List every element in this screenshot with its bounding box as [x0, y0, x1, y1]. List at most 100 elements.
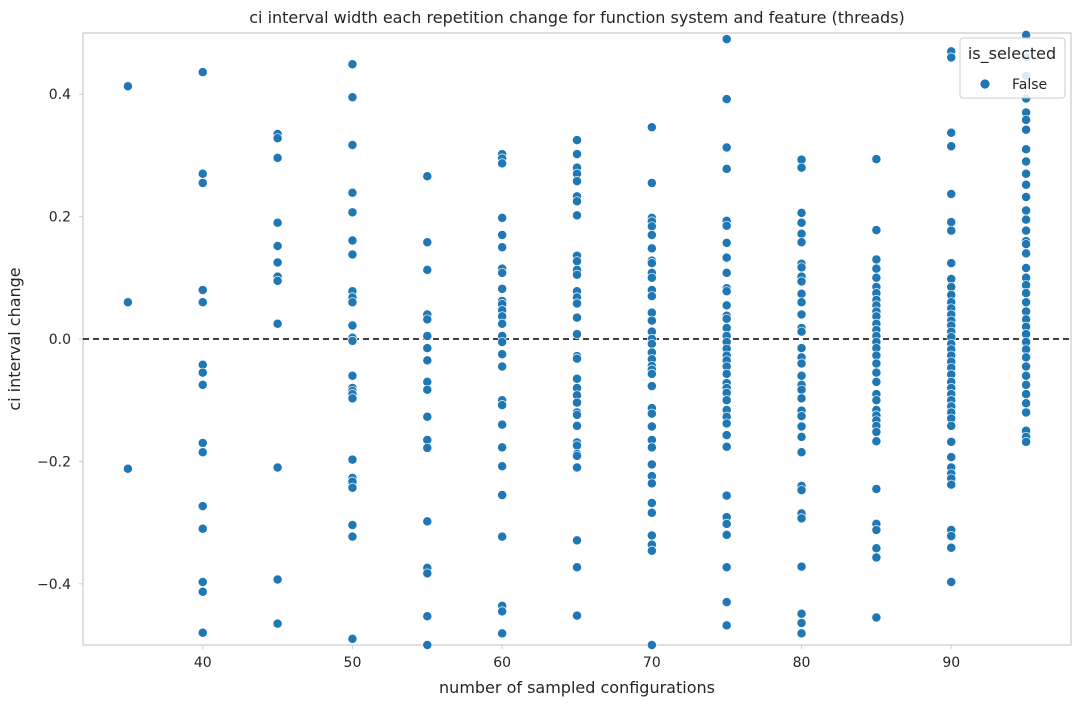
- data-point: [347, 207, 358, 218]
- data-point: [1021, 156, 1032, 167]
- data-point: [197, 177, 208, 188]
- data-point: [796, 411, 807, 422]
- data-point: [1021, 192, 1032, 202]
- data-point: [646, 258, 657, 269]
- data-point: [422, 314, 433, 325]
- data-point: [1021, 379, 1032, 390]
- data-point: [1021, 361, 1032, 372]
- data-point: [1021, 263, 1032, 273]
- data-point: [497, 606, 508, 617]
- x-axis-label: number of sampled configurations: [439, 678, 715, 697]
- data-point: [646, 421, 657, 432]
- data-point: [871, 272, 882, 283]
- y-tick-label: 0.4: [49, 87, 71, 103]
- data-point: [946, 577, 957, 587]
- legend-title: is_selected: [968, 44, 1056, 64]
- data-point: [422, 237, 433, 248]
- data-point: [646, 230, 657, 240]
- data-point: [721, 395, 732, 406]
- data-point: [572, 256, 582, 267]
- data-point: [946, 258, 957, 269]
- data-point: [721, 300, 732, 311]
- data-point: [796, 561, 807, 572]
- data-point: [347, 320, 358, 331]
- data-point: [871, 524, 882, 535]
- data-point: [197, 577, 208, 587]
- data-point: [646, 498, 657, 508]
- data-point: [721, 252, 732, 263]
- data-point: [871, 367, 882, 378]
- data-point: [572, 562, 582, 573]
- data-point: [572, 269, 582, 280]
- data-point: [347, 531, 358, 542]
- data-point: [871, 225, 882, 236]
- data-point: [646, 122, 657, 133]
- data-point: [796, 343, 807, 354]
- data-point: [946, 531, 957, 542]
- data-point: [646, 442, 657, 453]
- data-point: [497, 283, 508, 294]
- data-point: [347, 520, 358, 530]
- data-point: [347, 633, 358, 644]
- data-point: [796, 217, 807, 228]
- data-point: [946, 52, 957, 63]
- data-point: [646, 315, 657, 326]
- data-point: [497, 628, 508, 639]
- y-axis: −0.4 −0.2 0.0 0.2 0.4: [37, 87, 83, 593]
- data-point: [646, 530, 657, 541]
- data-point: [422, 171, 433, 182]
- data-point: [721, 237, 732, 248]
- data-point: [871, 263, 882, 274]
- data-point: [796, 207, 807, 218]
- data-point: [1021, 436, 1032, 447]
- data-point: [497, 461, 508, 472]
- data-point: [721, 620, 732, 631]
- data-point: [721, 562, 732, 573]
- data-point: [572, 135, 582, 146]
- data-point: [721, 267, 732, 278]
- data-point: [572, 462, 582, 473]
- data-point: [572, 329, 582, 340]
- y-tick-label: 0.2: [49, 210, 71, 226]
- data-point: [347, 454, 358, 465]
- data-point: [871, 154, 882, 165]
- data-point: [347, 59, 358, 70]
- data-point: [572, 149, 582, 160]
- data-point: [796, 297, 807, 308]
- data-point: [422, 264, 433, 275]
- data-point: [272, 257, 283, 268]
- data-point: [796, 513, 807, 524]
- data-point: [197, 367, 208, 378]
- data-point: [871, 358, 882, 369]
- data-point: [572, 440, 582, 451]
- data-point: [347, 92, 358, 103]
- data-point: [721, 286, 732, 297]
- data-point: [796, 262, 807, 273]
- data-point: [422, 355, 433, 366]
- data-point: [721, 163, 732, 174]
- data-point: [721, 94, 732, 105]
- data-point: [796, 162, 807, 173]
- data-point: [796, 326, 807, 337]
- data-point: [497, 400, 508, 411]
- data-point: [347, 370, 358, 381]
- data-point: [721, 529, 732, 540]
- data-point: [497, 442, 508, 453]
- data-point: [646, 507, 657, 518]
- data-point: [871, 376, 882, 387]
- data-point: [347, 297, 358, 308]
- data-point: [422, 411, 433, 422]
- data-point: [197, 627, 208, 638]
- data-point: [422, 640, 433, 650]
- data-point: [946, 217, 957, 228]
- data-point: [122, 81, 133, 92]
- data-point: [946, 420, 957, 431]
- data-point: [946, 479, 957, 490]
- data-point: [946, 127, 957, 138]
- data-point: [646, 381, 657, 392]
- data-point: [646, 640, 657, 650]
- data-point: [796, 485, 807, 496]
- data-point: [572, 373, 582, 384]
